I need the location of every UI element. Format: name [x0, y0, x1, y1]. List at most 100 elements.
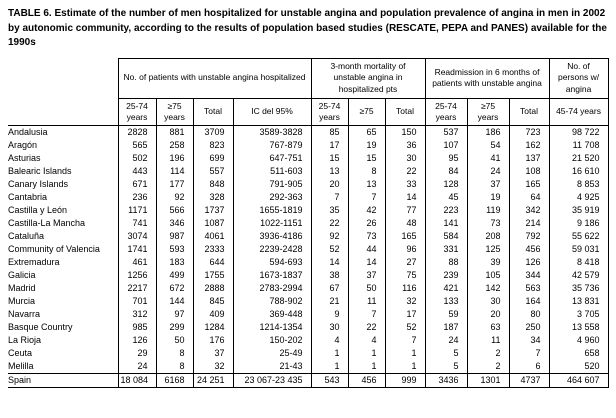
value-cell: 8 — [155, 346, 193, 360]
value-cell: 3 705 — [548, 307, 609, 321]
value-cell: 456 — [508, 242, 550, 256]
table-row: Galicia 1256 499 1755 1673-1837 38 37 75 239 105 3… — [8, 268, 609, 282]
value-cell: 150-202 — [232, 333, 311, 347]
value-cell: 26 — [347, 216, 385, 230]
value-cell: 1 — [347, 359, 385, 374]
value-cell: 114 — [155, 164, 193, 178]
value-cell: 312 — [117, 307, 156, 321]
value-cell: 35 919 — [548, 203, 609, 217]
value-cell: 647-751 — [232, 151, 311, 165]
community-name: Murcia — [8, 295, 36, 306]
value-cell: 38 — [310, 268, 348, 282]
value-cell: 45 — [424, 190, 467, 204]
value-cell: 21 — [310, 294, 348, 308]
community-name: Castilla-La Mancha — [8, 217, 86, 228]
community-name: Extremadura — [8, 256, 60, 267]
table-title: TABLE 6. Estimate of the number of men h… — [8, 7, 608, 51]
value-cell: 8 418 — [548, 255, 609, 269]
community-name: Andalusia — [8, 126, 48, 137]
community-name: Cataluña — [8, 230, 45, 241]
value-cell: 48 — [384, 216, 425, 230]
value-cell: 39 — [466, 255, 509, 269]
community-name: Basque Country — [8, 321, 73, 332]
value-cell: 1022-1151 — [232, 216, 311, 230]
value-cell: 44 — [347, 242, 385, 256]
value-cell: 881 — [155, 125, 193, 139]
table-row: Basque Country 985 299 1284 1214-1354 30 22 52 1… — [8, 320, 609, 334]
value-cell: 22 — [384, 164, 425, 178]
value-cell: 34 — [508, 333, 550, 347]
value-cell: 741 — [117, 216, 156, 230]
value-cell: 13 558 — [548, 320, 609, 334]
value-cell: 30 — [384, 151, 425, 165]
value-cell: 108 — [508, 164, 550, 178]
value-cell: 162 — [508, 138, 550, 152]
value-cell: 20 — [310, 177, 348, 191]
value-cell: 84 — [424, 164, 467, 178]
subheader-readm-total: Total — [508, 97, 550, 126]
value-cell: 133 — [424, 294, 467, 308]
value-cell: 183 — [155, 255, 193, 269]
value-cell: 141 — [424, 216, 467, 230]
subheader-age-25-74: 25-74 years — [117, 97, 157, 126]
subheader-mort-75: ≥75 — [347, 97, 386, 126]
value-cell: 165 — [384, 229, 425, 243]
value-cell: 443 — [117, 164, 156, 178]
value-cell: 64 — [508, 190, 550, 204]
group-header-row: No. of patients with unstable angina hos… — [8, 57, 609, 126]
value-cell: 96 — [384, 242, 425, 256]
community-name: Galicia — [8, 269, 36, 280]
community-name: Community of Valencia — [8, 243, 100, 254]
value-cell: 8 — [347, 164, 385, 178]
table-row: Madrid 2217 672 2888 2783-2994 67 50 116 421 142 5… — [8, 281, 609, 295]
value-cell: 3936-4186 — [232, 229, 311, 243]
value-cell: 19 — [466, 190, 509, 204]
value-cell: 1655-1819 — [232, 203, 311, 217]
community-name: Spain — [8, 372, 118, 388]
value-cell: 37 — [466, 177, 509, 191]
value-cell: 7 — [347, 190, 385, 204]
value-cell: 13 831 — [548, 294, 609, 308]
value-cell: 985 — [117, 320, 156, 334]
value-cell: 299 — [155, 320, 193, 334]
value-cell: 77 — [384, 203, 425, 217]
value-cell: 54 — [466, 138, 509, 152]
value-cell: 11 — [347, 294, 385, 308]
value-cell: 1 — [384, 359, 425, 374]
value-cell: 105 — [466, 268, 509, 282]
table-body: Andalusia 2828 881 3709 3589-3828 85 65 150 537 1… — [8, 125, 609, 388]
value-cell: 13 — [347, 177, 385, 191]
value-cell: 24 — [117, 359, 156, 374]
value-cell: 50 — [155, 333, 193, 347]
value-cell: 464 607 — [548, 372, 609, 388]
subheader-ic95: IC del 95% — [232, 97, 312, 126]
value-cell: 88 — [424, 255, 467, 269]
value-cell: 1 — [384, 346, 425, 360]
value-cell: 2 — [466, 359, 509, 374]
value-cell: 125 — [466, 242, 509, 256]
value-cell: 823 — [192, 138, 233, 152]
value-cell: 187 — [424, 320, 467, 334]
value-cell: 142 — [466, 281, 509, 295]
value-cell: 2888 — [192, 281, 233, 295]
value-cell: 223 — [424, 203, 467, 217]
value-cell: 344 — [508, 268, 550, 282]
value-cell: 699 — [192, 151, 233, 165]
table-row: Castilla y León 1171 566 1737 1655-1819 35 42 7… — [8, 203, 609, 217]
value-cell: 565 — [117, 138, 156, 152]
value-cell: 502 — [117, 151, 156, 165]
table-row: Aragón 565 258 823 767-879 17 19 36 107 54 162 11 7… — [8, 138, 609, 152]
subheader-mort-total: Total — [384, 97, 426, 126]
value-cell: 593 — [155, 242, 193, 256]
value-cell: 563 — [508, 281, 550, 295]
value-cell: 20 — [466, 307, 509, 321]
value-cell: 92 — [310, 229, 348, 243]
community-name: Ceuta — [8, 347, 33, 358]
table-row: Melilla 24 8 32 21-43 1 1 1 5 2 6 520 — [8, 359, 609, 374]
value-cell: 18 084 — [117, 372, 156, 388]
value-cell: 196 — [155, 151, 193, 165]
value-cell: 21-43 — [232, 359, 311, 374]
value-cell: 14 — [347, 255, 385, 269]
value-cell: 37 — [192, 346, 233, 360]
value-cell: 409 — [192, 307, 233, 321]
